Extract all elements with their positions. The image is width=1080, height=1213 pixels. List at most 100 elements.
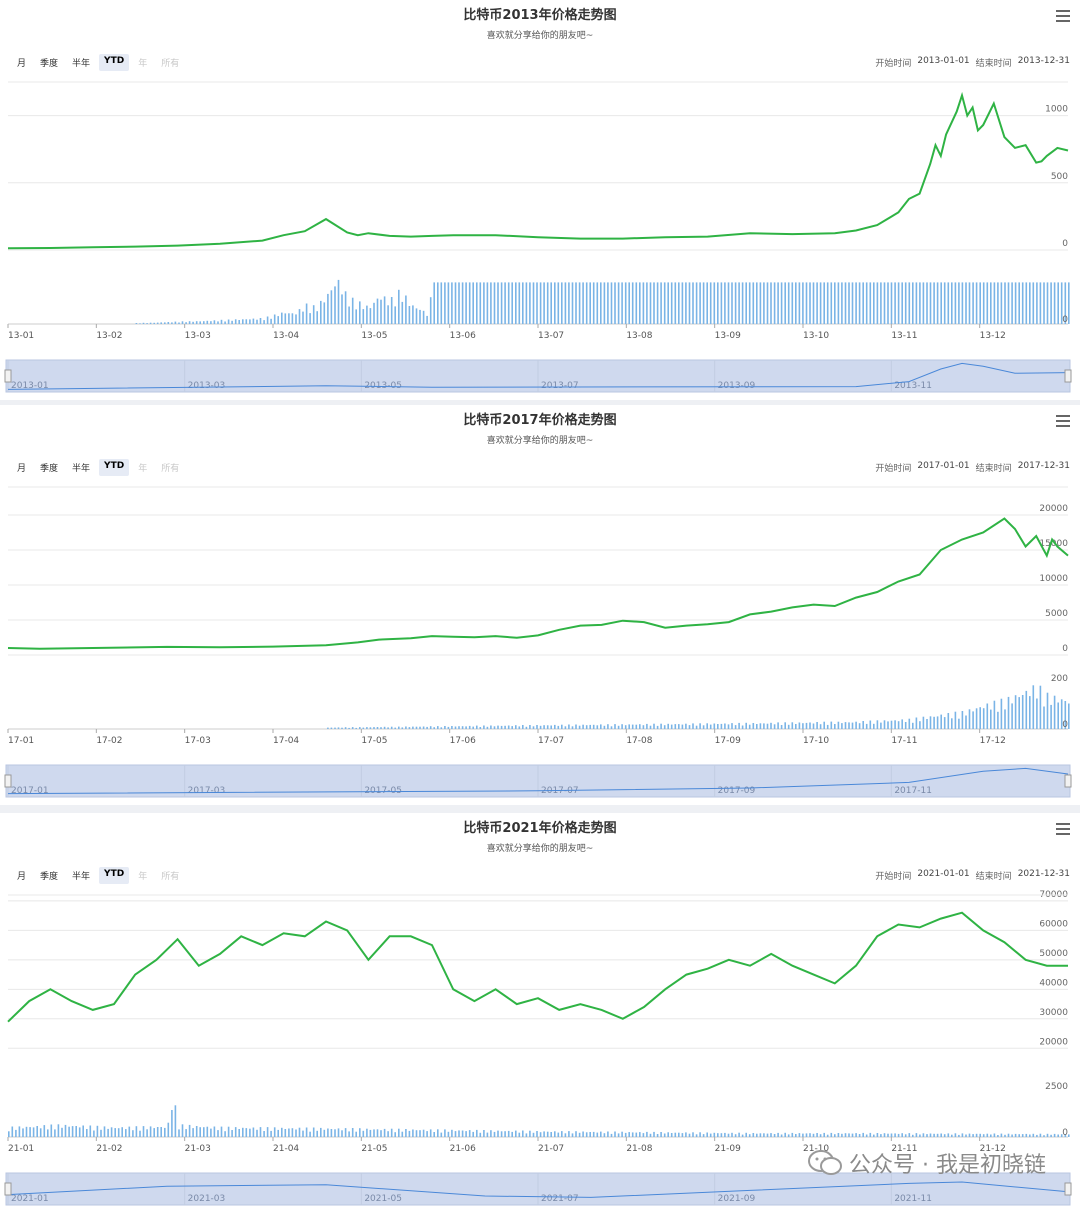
navigator-handle[interactable]	[1064, 774, 1072, 788]
volume-bar	[522, 725, 524, 729]
volume-bar	[359, 727, 361, 729]
volume-bar	[323, 1129, 326, 1137]
range-button[interactable]: YTD	[99, 459, 130, 476]
hamburger-menu-icon[interactable]	[1056, 10, 1070, 25]
chart-panel-2017: 比特币2017年价格走势图 喜欢就分享给你的朋友吧~ 月 季度 半年 YTD 年 所有 开始时间…	[0, 405, 1080, 805]
volume-bar	[678, 282, 680, 324]
volume-bar	[968, 709, 971, 729]
range-button[interactable]: 月	[17, 59, 27, 69]
volume-bar	[405, 295, 407, 324]
volume-bar	[405, 726, 407, 729]
range-button[interactable]: 季度	[40, 464, 59, 474]
end-date-input[interactable]: 2013-12-31	[1017, 56, 1070, 66]
volume-bar	[568, 1131, 570, 1137]
range-selector: 月 季度 半年 YTD 年 所有	[12, 54, 184, 71]
navigator-handle[interactable]	[4, 1182, 12, 1196]
range-button[interactable]: 半年	[72, 872, 91, 882]
range-button[interactable]: 半年	[72, 464, 91, 474]
volume-bar	[309, 313, 311, 324]
volume-bar	[178, 1129, 180, 1137]
volume-bar	[490, 1130, 492, 1137]
x-tick-label: 17-07	[538, 736, 564, 746]
range-button[interactable]: 月	[17, 464, 27, 474]
volume-bar	[628, 724, 630, 729]
range-selector: 月 季度 半年 YTD 年 所有	[12, 459, 184, 476]
volume-bar	[617, 282, 620, 324]
volume-bar	[1032, 1133, 1035, 1137]
volume-bar	[780, 282, 783, 324]
volume-bar	[670, 282, 673, 324]
volume-bar	[1050, 704, 1052, 729]
watermark-text: 公众号 · 我是初晓链	[849, 1153, 1046, 1178]
volume-bar	[738, 722, 740, 729]
volume-bar	[965, 282, 967, 324]
volume-bar	[341, 727, 343, 729]
volume-bar	[731, 282, 733, 324]
volume-bar	[64, 1124, 67, 1137]
navigator-handle[interactable]	[1064, 1182, 1072, 1196]
hamburger-menu-icon[interactable]	[1056, 823, 1070, 838]
volume-bar	[642, 282, 645, 324]
range-button[interactable]: 月	[17, 872, 27, 882]
volume-bar	[454, 1131, 457, 1137]
range-button[interactable]: YTD	[99, 867, 130, 884]
end-date-input[interactable]: 2021-12-31	[1017, 869, 1070, 879]
volume-bar	[156, 1127, 159, 1137]
volume-bar	[936, 716, 939, 729]
volume-bar	[263, 1131, 265, 1137]
volume-bar	[511, 1131, 513, 1137]
volume-bar	[1043, 282, 1045, 324]
volume-bar	[362, 309, 365, 324]
x-tick-label: 21-01	[8, 1144, 34, 1154]
x-tick-label: 17-08	[626, 736, 652, 746]
volume-bar	[543, 1131, 545, 1137]
x-tick-label: 17-11	[891, 736, 917, 746]
volume-bar	[607, 282, 609, 324]
volume-bar	[787, 282, 790, 324]
range-button[interactable]: 半年	[72, 59, 91, 69]
volume-bar	[940, 282, 942, 324]
price-tick-label: 500	[1051, 172, 1068, 182]
volume-bar	[798, 722, 801, 729]
volume-bar	[259, 318, 262, 324]
volume-bar	[904, 282, 907, 324]
volume-bar	[734, 1134, 737, 1137]
volume-bar	[600, 724, 602, 729]
volume-bar	[479, 727, 482, 729]
volume-bar	[631, 282, 634, 324]
volume-bar	[546, 1131, 549, 1137]
volume-bar	[940, 1133, 942, 1137]
price-tick-label: 50000	[1039, 949, 1068, 959]
volume-bar	[738, 1132, 740, 1137]
end-date-label: 结束时间	[975, 872, 1012, 882]
volume-bar	[1050, 282, 1052, 324]
range-button[interactable]: YTD	[99, 54, 130, 71]
volume-bar	[961, 1133, 964, 1137]
volume-bar	[437, 282, 439, 324]
volume-bar	[1046, 692, 1049, 729]
range-button[interactable]: 季度	[40, 59, 59, 69]
volume-bar	[1060, 699, 1063, 729]
volume-bar	[894, 282, 896, 324]
volume-bar	[763, 282, 765, 324]
range-button[interactable]: 季度	[40, 872, 59, 882]
volume-bar	[773, 724, 776, 729]
navigator-handle[interactable]	[4, 369, 12, 383]
start-date-input[interactable]: 2013-01-01	[917, 56, 970, 66]
volume-bar	[997, 282, 999, 324]
volume-bar	[571, 726, 574, 729]
volume-bar	[188, 1124, 191, 1137]
end-date-input[interactable]: 2017-12-31	[1017, 461, 1070, 471]
start-date-input[interactable]: 2017-01-01	[917, 461, 970, 471]
volume-bar	[149, 322, 152, 324]
volume-bar	[302, 1130, 304, 1137]
volume-bar	[933, 282, 935, 324]
hamburger-menu-icon[interactable]	[1056, 415, 1070, 430]
volume-bar	[373, 302, 375, 324]
navigator-handle[interactable]	[4, 774, 12, 788]
volume-bar	[784, 1132, 786, 1137]
start-date-input[interactable]: 2021-01-01	[917, 869, 970, 879]
volume-bar	[926, 282, 928, 324]
navigator-handle[interactable]	[1064, 369, 1072, 383]
volume-bar	[688, 725, 691, 729]
